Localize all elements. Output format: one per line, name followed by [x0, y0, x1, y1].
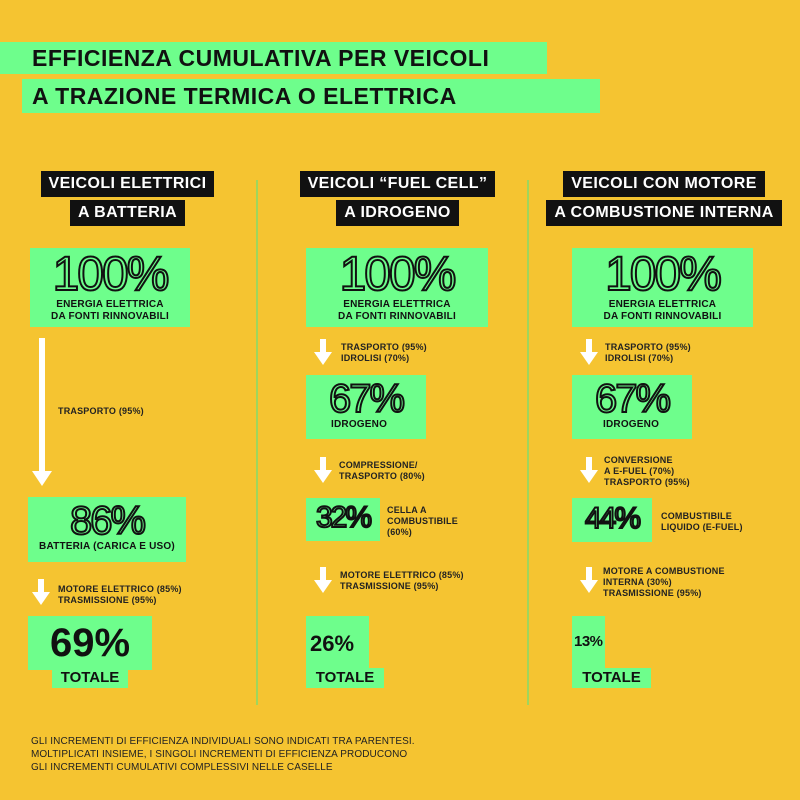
- header-line-2: A IDROGENO: [336, 200, 459, 226]
- start-value: 100%: [604, 248, 723, 301]
- footnote-line-3: GLI INCREMENTI CUMULATIVI COMPLESSIVI NE…: [31, 762, 333, 773]
- total-label-tab: TOTALE: [572, 668, 651, 688]
- total-value: 69%: [49, 621, 131, 665]
- footnote: GLI INCREMENTI DI EFFICIENZA INDIVIDUALI…: [31, 735, 415, 774]
- step-transport: TRASPORTO (95%): [58, 406, 144, 416]
- total-value: 26%: [310, 631, 355, 656]
- start-box: 100% ENERGIA ELETTRICA DA FONTI RINNOVAB…: [30, 248, 190, 327]
- start-label-1: ENERGIA ELETTRICA: [343, 299, 451, 310]
- fuel-cell-box: 32%: [306, 498, 380, 541]
- header-line-2: A BATTERIA: [69, 200, 186, 226]
- total-value: 13%: [574, 633, 603, 650]
- footnote-line-1: GLI INCREMENTI DI EFFICIENZA INDIVIDUALI…: [31, 736, 415, 747]
- total-label: TOTALE: [582, 669, 641, 686]
- down-arrow-icon: [314, 567, 332, 593]
- down-arrow-icon: [580, 339, 598, 365]
- down-arrow-icon: [314, 339, 332, 365]
- start-box: 100% ENERGIA ELETTRICA DA FONTI RINNOVAB…: [306, 248, 488, 327]
- total-box: 26%: [306, 616, 369, 670]
- battery-label: BATTERIA (CARICA E USO): [39, 541, 175, 552]
- footnote-line-2: MOLTIPLICATI INSIEME, I SINGOLI INCREMEN…: [31, 749, 408, 760]
- title-line-2: A TRAZIONE TERMICA O ELETTRICA: [22, 79, 600, 113]
- column-header-battery-ev: VEICOLI ELETTRICI A BATTERIA: [10, 171, 245, 229]
- down-arrow-icon: [580, 567, 598, 593]
- start-label-2: DA FONTI RINNOVABILI: [51, 311, 169, 322]
- title-line-1-text: EFFICIENZA CUMULATIVA PER VEICOLI: [32, 45, 490, 71]
- step-transport-electrolysis: TRASPORTO (95%) IDROLISI (70%): [341, 342, 427, 363]
- efuel-box: 44%: [572, 498, 652, 542]
- efuel-value: 44%: [584, 502, 642, 535]
- column-divider-1: [256, 180, 258, 705]
- total-box: 69%: [28, 616, 152, 670]
- total-label: TOTALE: [315, 669, 375, 686]
- header-line-1: VEICOLI “FUEL CELL”: [299, 171, 496, 197]
- step-motor-transmission: MOTORE ELETTRICO (85%) TRASMISSIONE (95%…: [340, 570, 464, 591]
- column-header-fuel-cell: VEICOLI “FUEL CELL” A IDROGENO: [280, 171, 515, 229]
- hydrogen-label: IDROGENO: [331, 419, 388, 430]
- hydrogen-box: 67% IDROGENO: [306, 375, 426, 439]
- start-label-1: ENERGIA ELETTRICA: [608, 299, 717, 310]
- hydrogen-label: IDROGENO: [603, 419, 660, 430]
- hydrogen-value: 67%: [594, 377, 672, 421]
- total-label-tab: TOTALE: [52, 668, 128, 688]
- start-value: 100%: [339, 248, 458, 301]
- header-line-2: A COMBUSTIONE INTERNA: [546, 200, 782, 226]
- down-arrow-icon: [580, 457, 598, 483]
- total-label-tab: TOTALE: [306, 668, 384, 688]
- step-transport-electrolysis: TRASPORTO (95%) IDROLISI (70%): [605, 342, 691, 363]
- step-engine-transmission: MOTORE A COMBUSTIONE INTERNA (30%) TRASM…: [603, 566, 725, 598]
- total-box: 13%: [572, 616, 605, 670]
- start-label-1: ENERGIA ELETTRICA: [56, 299, 164, 310]
- down-arrow-icon: [314, 457, 332, 483]
- fuel-cell-value: 32%: [315, 501, 373, 534]
- column-header-combustion: VEICOLI CON MOTORE A COMBUSTIONE INTERNA: [544, 171, 784, 229]
- battery-box: 86% BATTERIA (CARICA E USO): [28, 497, 186, 562]
- long-down-arrow-icon: [32, 338, 52, 486]
- hydrogen-value: 67%: [328, 377, 406, 421]
- total-label: TOTALE: [60, 669, 120, 686]
- column-divider-2: [527, 180, 529, 705]
- start-box: 100% ENERGIA ELETTRICA DA FONTI RINNOVAB…: [572, 248, 753, 327]
- fuel-cell-label: CELLA A COMBUSTIBILE (60%): [387, 505, 458, 537]
- down-arrow-icon: [32, 579, 50, 605]
- header-line-1: VEICOLI ELETTRICI: [40, 171, 215, 197]
- start-label-2: DA FONTI RINNOVABILI: [338, 311, 456, 322]
- efuel-label: COMBUSTIBILE LIQUIDO (E-FUEL): [661, 511, 743, 532]
- title-line-2-text: A TRAZIONE TERMICA O ELETTRICA: [32, 83, 457, 109]
- step-efuel-conversion: CONVERSIONE A E-FUEL (70%) TRASPORTO (95…: [604, 455, 690, 487]
- start-label-2: DA FONTI RINNOVABILI: [603, 311, 722, 322]
- hydrogen-box: 67% IDROGENO: [572, 375, 692, 439]
- start-value: 100%: [52, 248, 171, 301]
- step-motor-transmission: MOTORE ELETTRICO (85%) TRASMISSIONE (95%…: [58, 584, 182, 605]
- battery-value: 86%: [69, 499, 147, 543]
- step-compression: COMPRESSIONE/ TRASPORTO (80%): [339, 460, 425, 481]
- header-line-1: VEICOLI CON MOTORE: [563, 171, 765, 197]
- title-line-1: EFFICIENZA CUMULATIVA PER VEICOLI: [0, 42, 547, 74]
